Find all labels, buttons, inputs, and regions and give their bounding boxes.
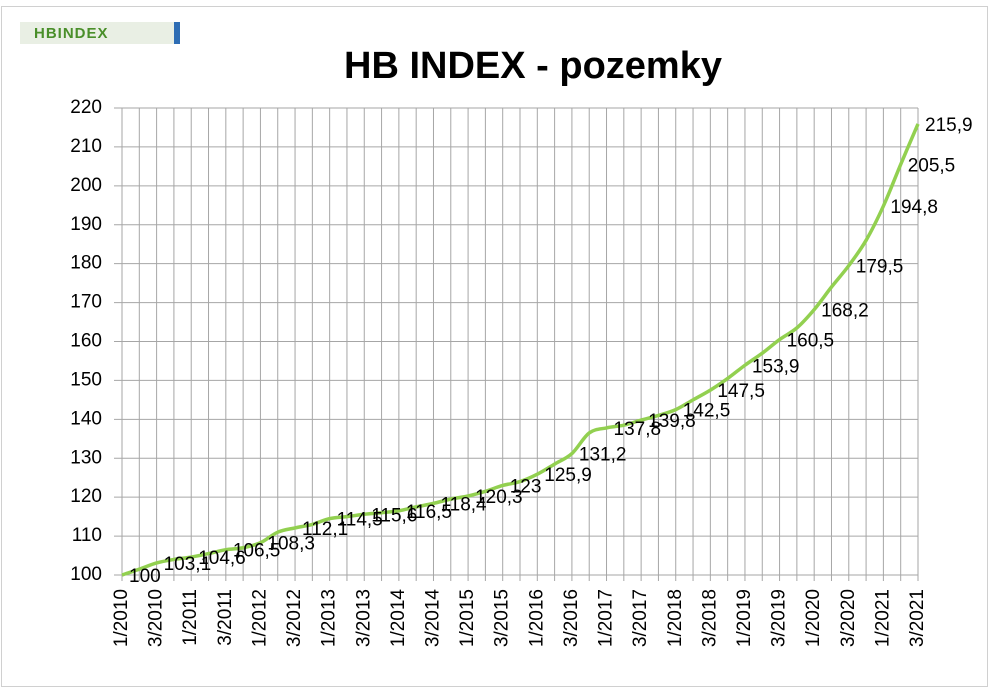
plot: 100103,1104,6106,5108,3112,1114,5115,611… [121,115,973,587]
x-tick-label: 3/2015 [492,589,513,647]
data-label: 168,2 [821,301,869,322]
y-tick-label: 180 [70,253,102,274]
y-tick-label: 170 [70,292,102,313]
logo-edge [174,22,180,44]
data-label: 194,8 [890,197,938,218]
data-label: 179,5 [856,257,904,278]
data-label: 153,9 [752,356,800,377]
x-tick-label: 1/2019 [734,589,755,647]
x-tick-label: 3/2013 [353,589,374,647]
data-label: 103,1 [164,554,212,575]
x-tick-label: 3/2017 [630,589,651,647]
x-tick-label: 1/2016 [526,589,547,647]
data-label: 112,1 [302,519,348,540]
chart-title: HB INDEX - pozemky [344,45,722,87]
data-label: 116,5 [406,502,452,523]
data-label: 123 [510,477,542,498]
x-tick-label: 3/2021 [907,589,928,647]
data-label: 139,8 [648,411,696,432]
y-tick-label: 150 [70,369,102,390]
x-tick-label: 3/2010 [146,589,167,647]
logo-box [20,22,178,44]
x-tick-label: 1/2020 [803,589,824,647]
data-label: 118,4 [440,494,487,515]
data-label: 125,9 [544,465,592,486]
y-tick-label: 110 [72,525,102,546]
y-tick-label: 130 [70,447,102,468]
x-tick-label: 1/2012 [249,589,270,647]
x-tick-label: 3/2019 [769,589,790,647]
data-label: 114,5 [337,510,383,531]
data-label: 120,3 [475,487,523,508]
data-label: 137,8 [614,419,662,440]
data-label: 205,5 [908,155,956,176]
data-line [121,123,920,577]
y-tick-label: 140 [70,408,102,429]
y-tick-label: 160 [70,331,102,352]
data-label: 115,6 [371,505,417,526]
x-tick-label: 1/2021 [872,589,893,647]
x-tick-label: 1/2010 [111,589,132,647]
logo: HBINDEX [34,25,109,42]
y-tick-label: 100 [70,564,102,585]
x-tick-label: 1/2017 [596,589,617,647]
chart-frame [1,6,988,687]
x-tick-label: 1/2018 [665,589,686,647]
x-tick-label: 3/2016 [561,589,582,647]
x-tick-label: 3/2012 [284,589,305,647]
data-label: 108,3 [267,534,315,555]
x-tick-label: 1/2013 [319,589,340,647]
y-tick-label: 220 [70,97,102,118]
y-tick-label: 120 [70,486,102,507]
data-label: 104,6 [198,548,246,569]
data-label: 131,2 [579,445,627,466]
x-tick-label: 3/2020 [838,589,859,647]
data-label: 142,5 [683,401,731,422]
x-tick-label: 1/2014 [388,589,409,648]
data-label: 100 [129,566,161,587]
y-tick-label: 210 [70,136,102,157]
x-tick-label: 3/2014 [422,589,443,648]
x-tick-label: 1/2015 [457,589,478,647]
data-label: 106,5 [233,541,281,562]
data-label: 160,5 [787,331,835,352]
x-tick-label: 3/2011 [215,589,236,646]
data-label: 147,5 [717,381,765,402]
y-tick-label: 190 [70,214,102,235]
x-tick-label: 3/2018 [699,589,720,647]
data-label: 215,9 [925,115,973,136]
x-tick-label: 1/2011 [180,589,201,646]
y-tick-label: 200 [70,175,102,196]
